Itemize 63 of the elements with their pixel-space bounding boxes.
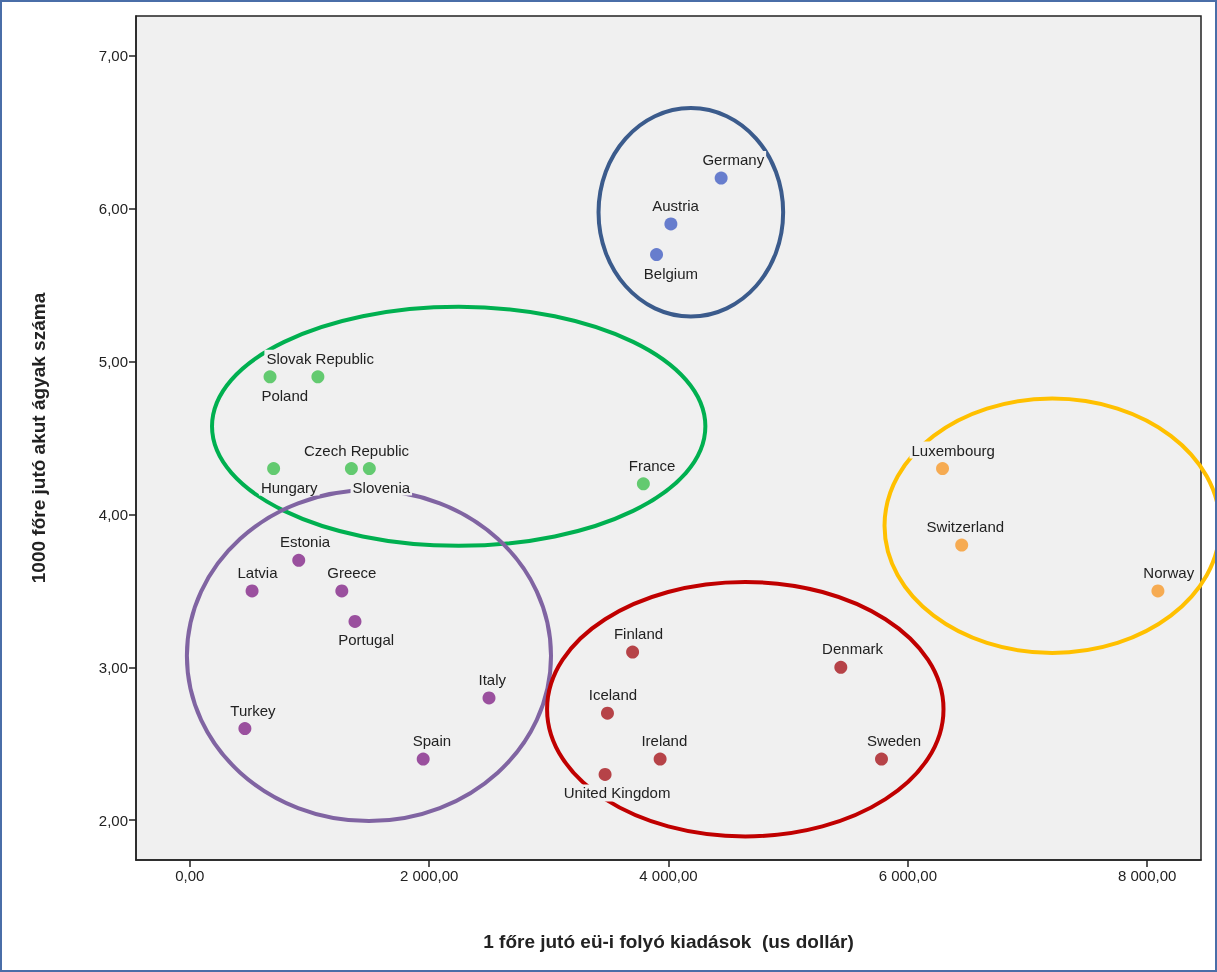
- annotation: Germany: [702, 151, 765, 169]
- annotation: Estonia: [280, 533, 331, 551]
- annotation: Poland: [261, 386, 309, 404]
- point: [598, 767, 612, 781]
- annotation: Slovak Republic: [266, 349, 375, 367]
- point: [335, 584, 349, 598]
- point: [267, 462, 281, 476]
- annotation: United Kingdom: [563, 784, 671, 802]
- point: [238, 722, 252, 735]
- point: [936, 462, 950, 476]
- point: [292, 553, 306, 567]
- x-tick-label: 4 000,00: [639, 867, 698, 884]
- annotation: Austria: [652, 196, 700, 214]
- point: [482, 691, 496, 705]
- point: [245, 584, 259, 598]
- point: [650, 248, 664, 262]
- x-tick-label: 6 000,00: [878, 867, 938, 884]
- x-tick-label: 0,00: [175, 867, 205, 884]
- point: [714, 171, 728, 185]
- annotation: Luxembourg: [911, 441, 995, 459]
- point: [664, 217, 678, 231]
- annotation: Ireland: [641, 732, 688, 750]
- point: [875, 752, 888, 766]
- annotation: Iceland: [588, 686, 638, 704]
- point: [344, 462, 358, 476]
- annotation: Norway: [1143, 563, 1195, 581]
- annotation: Italy: [478, 670, 507, 688]
- point: [636, 477, 650, 491]
- annotation: Spain: [412, 732, 452, 750]
- annotation: Greece: [327, 563, 377, 581]
- y-tick-label: 3,00: [98, 658, 128, 676]
- annotation: Switzerland: [926, 518, 1005, 536]
- point: [626, 645, 640, 659]
- point: [416, 752, 430, 766]
- annotation: Latvia: [237, 563, 279, 581]
- annotation: France: [628, 456, 676, 474]
- point: [311, 370, 325, 384]
- point: [1151, 584, 1165, 598]
- x-tick-label: 8 000,00: [1117, 867, 1177, 884]
- y-tick-label: 7,00: [98, 47, 128, 65]
- y-axis-title: 1000 főre jutó akut ágyak száma: [28, 292, 49, 584]
- point: [955, 538, 969, 552]
- point: [600, 706, 614, 720]
- annotation: Belgium: [643, 264, 699, 282]
- annotation: Portugal: [338, 631, 395, 649]
- annotation: Sweden: [866, 732, 922, 750]
- y-tick-label: 6,00: [98, 200, 128, 218]
- point: [362, 462, 376, 476]
- point: [653, 752, 667, 766]
- annotation: Slovenia: [352, 478, 411, 496]
- annotation: Denmark: [822, 640, 884, 658]
- x-tick-label: 2 000,00: [399, 867, 459, 884]
- y-tick-label: 4,00: [98, 505, 128, 523]
- point: [834, 660, 848, 674]
- annotation: Czech Republic: [303, 441, 410, 459]
- annotation: Turkey: [230, 701, 277, 719]
- annotation: Hungary: [260, 478, 319, 496]
- point: [263, 370, 277, 384]
- y-tick-label: 2,00: [98, 811, 128, 829]
- y-tick-label: 5,00: [98, 353, 128, 371]
- point: [348, 614, 362, 628]
- annotation: Finland: [613, 625, 664, 643]
- x-axis-title: 1 főre jutó eü-i folyó kiadások (us dollár): [483, 931, 854, 952]
